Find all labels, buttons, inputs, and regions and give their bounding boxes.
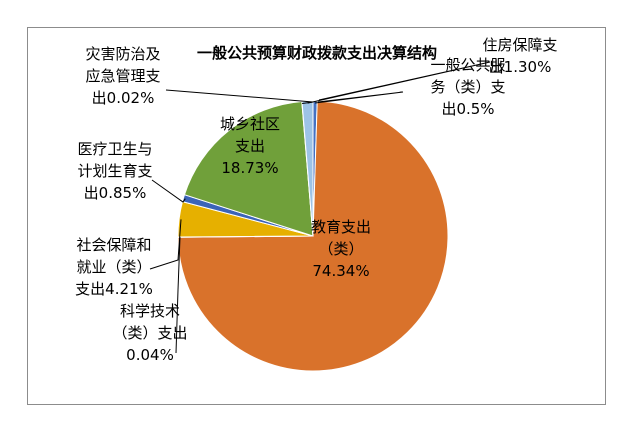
slice-label-line: 科学技术 bbox=[120, 302, 180, 320]
slice-label-line: 就业（类） bbox=[76, 258, 151, 276]
pie-chart: 一般公共预算财政拨款支出决算结构 一般公共服务（类）支出0.5% 教育支出 （类） 7… bbox=[75, 36, 558, 372]
slice-label-line: 出0.85% bbox=[84, 184, 147, 202]
slice-label: 城乡社区支出 18.73% bbox=[220, 115, 280, 177]
slice-label-line: 出0.5% bbox=[441, 100, 494, 118]
slice-label-line: 18.73% bbox=[221, 159, 278, 177]
slice-label-line: （类）支出 bbox=[112, 324, 187, 342]
slice-label-line: 出0.02% bbox=[92, 89, 155, 107]
leader-line bbox=[315, 91, 404, 104]
leader-line bbox=[175, 237, 181, 354]
slice-label-line: 支出4.21% bbox=[75, 280, 153, 298]
slice-label-line: 社会保障和 bbox=[76, 236, 151, 254]
leader-line bbox=[151, 179, 186, 203]
chart-title: 一般公共预算财政拨款支出决算结构 bbox=[197, 44, 437, 62]
slice-label-line: 74.34% bbox=[312, 262, 369, 280]
slice-label-line: （类） bbox=[318, 240, 363, 258]
slice-label-line: 计划生育支 bbox=[77, 162, 152, 180]
slice-label-line: 一般公共服 bbox=[430, 56, 505, 74]
slice-label: 住房保障支出1.30% bbox=[482, 36, 557, 76]
slice-label-line: 出1.30% bbox=[489, 58, 552, 76]
leader-line bbox=[165, 89, 314, 104]
slice-label-line: 应急管理支 bbox=[85, 67, 160, 85]
slice-label-line: 0.04% bbox=[126, 346, 174, 364]
slice-label-line: 教育支出 bbox=[311, 218, 371, 236]
slice-label-line: 灾害防治及 bbox=[85, 45, 160, 63]
slice-label: 科学技术 （类）支出 0.04% bbox=[112, 302, 187, 364]
slice-label: 灾害防治及应急管理支出0.02% bbox=[85, 45, 160, 107]
leader-line bbox=[149, 219, 182, 270]
chart-frame: 一般公共预算财政拨款支出决算结构 一般公共服务（类）支出0.5% 教育支出 （类） 7… bbox=[27, 27, 606, 405]
slice-label: 医疗卫生与计划生育支出0.85% bbox=[77, 140, 152, 202]
slice-label-line: 住房保障支 bbox=[482, 36, 557, 54]
slice-label: 教育支出 （类） 74.34% bbox=[311, 218, 371, 280]
slice-label-line: 务（类）支 bbox=[430, 78, 505, 96]
pie-slice bbox=[183, 100, 314, 237]
slice-label: 社会保障和就业（类） 支出4.21% bbox=[75, 236, 153, 298]
slice-label-line: 城乡社区 bbox=[220, 115, 280, 133]
slice-label: 一般公共服务（类）支出0.5% bbox=[430, 56, 505, 118]
slice-label-line: 支出 bbox=[235, 137, 265, 155]
slice-label-line: 医疗卫生与 bbox=[77, 140, 152, 158]
leader-line bbox=[307, 61, 491, 104]
